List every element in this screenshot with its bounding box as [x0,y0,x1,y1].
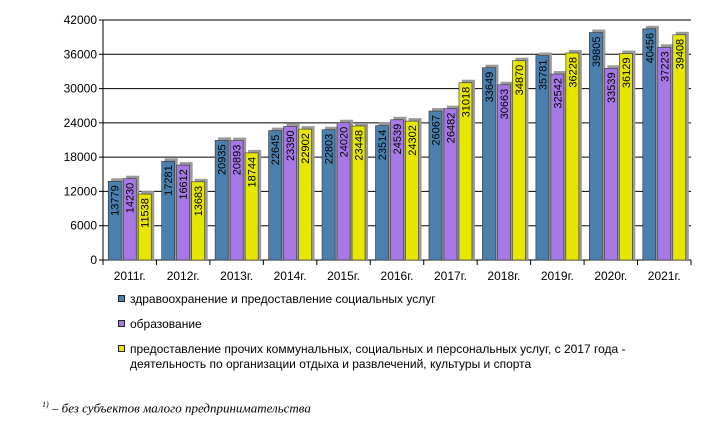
bar [283,126,297,261]
bar [321,129,336,261]
bar [107,180,122,261]
legend-label-healthcare: здравоохранение и предоставление социаль… [130,292,436,306]
bar [176,164,190,261]
bar [375,125,389,261]
bar [657,46,672,261]
bar [482,67,496,261]
footnote: 1) – без субъектов малого предпринимател… [42,400,311,416]
data-label: 23448 [354,130,366,161]
footnote-text: – без субъектов малого предпринимательст… [48,400,311,416]
data-label: 39805 [591,37,603,68]
data-label: 18744 [247,157,259,188]
bar [512,60,526,261]
bar [244,152,259,261]
bar [122,178,137,261]
y-tick-label: 36000 [64,47,98,61]
x-tick-label: 2015г. [327,269,360,283]
bar [298,128,312,261]
x-tick-label: 2020г. [594,269,627,283]
legend-swatch-healthcare [118,295,125,302]
data-label: 11538 [140,198,152,228]
bar [458,82,473,261]
data-label: 14230 [125,183,137,214]
bar [443,108,458,261]
data-label: 33649 [484,72,496,103]
x-tick-label: 2014г. [274,269,307,283]
x-tick-label: 2018г. [487,269,520,283]
bar [191,181,205,261]
data-label: 37223 [659,51,671,82]
bar [336,122,351,261]
x-tick-label: 2013г. [220,269,253,283]
legend-swatch-education [118,320,125,327]
bar [619,53,633,261]
data-label: 23514 [377,130,389,161]
data-label: 34870 [514,65,526,96]
data-label: 39408 [674,39,686,70]
x-tick-label: 2012г. [167,269,200,283]
data-label: 40456 [644,33,656,64]
chart: 0 6000 12000 18000 24000 30000 36000 42000 13779… [64,13,692,283]
data-label: 20893 [232,145,244,176]
data-label: 24302 [407,125,419,156]
data-label: 35781 [537,60,549,91]
y-tick-label: 24000 [64,116,98,130]
bar [161,160,175,261]
data-label: 17281 [163,165,175,196]
bar [535,55,550,261]
data-label: 13683 [193,186,205,217]
data-label: 24020 [339,127,351,158]
data-label: 36129 [621,58,633,89]
bar [565,52,580,261]
y-tick-label: 18000 [64,150,98,164]
legend-item-healthcare: здравоохранение и предоставление социаль… [118,292,678,307]
data-label: 22803 [324,134,336,165]
legend-label-other-services: предоставление прочих коммунальных, соци… [130,342,626,371]
bar [229,140,244,261]
x-tick-label: 2016г. [381,269,414,283]
y-tick-label: 12000 [64,184,98,198]
legend-label-education: образование [130,317,202,331]
data-label: 36228 [567,57,579,88]
data-label: 22902 [300,133,312,164]
y-tick-label: 42000 [64,13,98,27]
legend-item-other-services: предоставление прочих коммунальных, соци… [118,342,678,372]
legend-swatch-other-services [118,345,125,352]
bar [405,120,419,261]
y-tick-label: 30000 [64,82,98,96]
x-tick-label: 2011г. [114,269,146,283]
bar [268,130,282,261]
bar [642,28,657,261]
data-label: 13779 [110,185,122,216]
bar [672,34,687,261]
footnote-marker: 1) [42,400,49,409]
x-tick-label: 2019г. [541,269,574,283]
data-label: 16612 [178,169,190,200]
bar [351,125,366,261]
legend-item-education: образование [118,317,678,332]
data-label: 26482 [445,113,457,144]
data-label: 30663 [499,89,511,120]
bar [604,68,618,261]
bar [428,110,443,261]
data-label: 32542 [552,78,564,109]
bar [214,140,229,261]
data-label: 26067 [430,115,442,146]
x-tick-label: 2017г. [434,269,467,283]
bar [390,119,404,261]
data-label: 24539 [392,124,404,155]
data-label: 33539 [606,72,618,103]
data-label: 31018 [460,87,472,118]
data-label: 22645 [270,135,282,166]
bar [137,193,152,261]
y-tick-label: 0 [90,253,97,267]
x-tick-label: 2021г. [648,269,681,283]
data-label: 23390 [285,130,297,161]
bar [497,84,511,261]
bar [589,32,603,261]
y-tick-label: 6000 [70,219,97,233]
bar [550,73,565,261]
legend: здравоохранение и предоставление социаль… [118,292,678,382]
data-label: 20935 [217,144,229,175]
